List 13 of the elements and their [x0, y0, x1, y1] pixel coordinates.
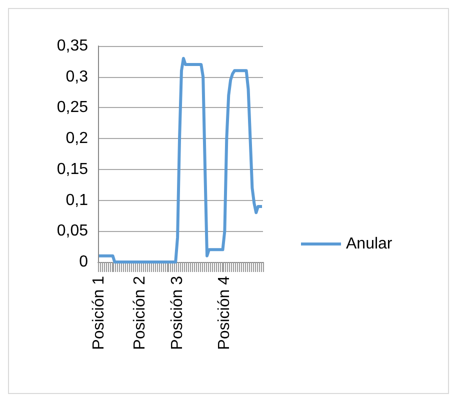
y-tick-label: 0,15	[56, 160, 88, 178]
y-tick-label: 0,35	[56, 38, 88, 54]
x-tick-label: Posición 3	[169, 276, 186, 350]
y-tick-label: 0,25	[56, 99, 88, 116]
y-tick-label: 0,2	[66, 130, 88, 148]
y-tick-label: 0,1	[66, 192, 88, 209]
x-tick-label: Posición 4	[216, 276, 234, 350]
x-tick-label: Posición 2	[132, 276, 149, 350]
y-tick-label: 0	[79, 254, 88, 270]
y-tick-label: 0,3	[66, 68, 88, 86]
x-tick-label: Posición 1	[90, 276, 108, 350]
legend-label: Anular	[346, 236, 393, 252]
y-tick-label: 0,05	[56, 222, 88, 240]
